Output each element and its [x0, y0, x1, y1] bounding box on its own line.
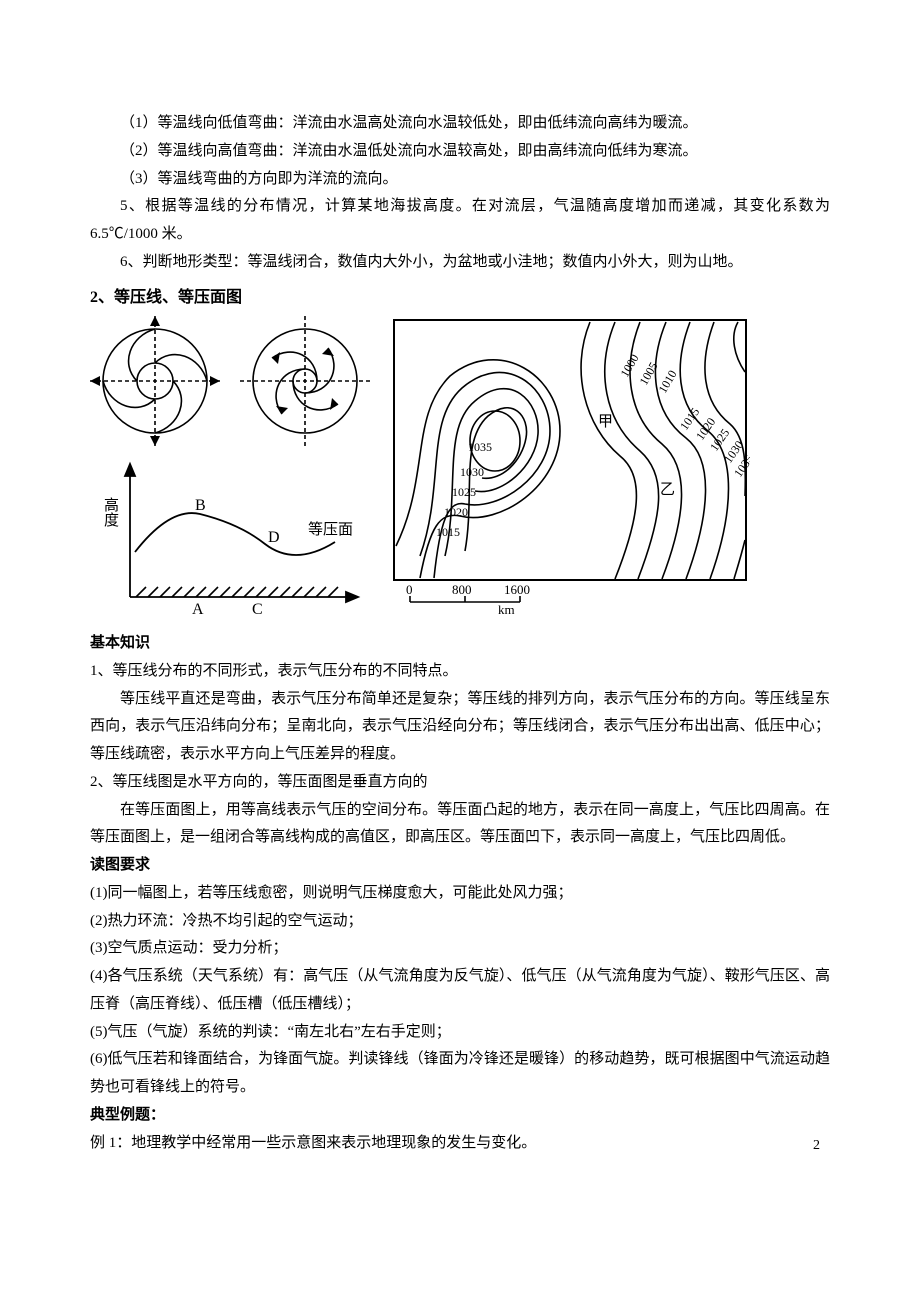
read-1: (1)同一幅图上，若等压线愈密，则说明气压梯度愈大，可能此处风力强； [90, 880, 830, 908]
para-isotherm-2: （2）等温线向高值弯曲：洋流由水温低处流向水温较高处，即由高纬流向低纬为寒流。 [90, 138, 830, 166]
point-a-label: A [192, 601, 204, 618]
iso-label: 1000 [617, 352, 641, 380]
scale-800: 800 [452, 582, 472, 597]
para-isotherm-3: （3）等温线弯曲的方向即为洋流的流向。 [90, 166, 830, 194]
iso-label: 1020 [444, 505, 468, 519]
iso-label: 1015 [436, 525, 460, 539]
basic-1: 1、等压线分布的不同形式，表示气压分布的不同特点。 [90, 658, 830, 686]
heading-isobars: 2、等压线、等压面图 [90, 283, 830, 313]
read-4: (4)各气压系统（天气系统）有：高气压（从气流角度为反气旋）、低气压（从气流角度… [90, 963, 830, 1019]
read-2: (2)热力环流：冷热不均引起的空气运动； [90, 908, 830, 936]
scale-0: 0 [406, 582, 413, 597]
read-5: (5)气压（气旋）系统的判读：“南左北右”左右手定则； [90, 1019, 830, 1047]
iso-label: 1010 [655, 368, 679, 396]
para-isotherm-5: 5、根据等温线的分布情况，计算某地海拔高度。在对流层，气温随高度增加而递减，其变… [90, 193, 830, 249]
scale-unit: km [498, 602, 515, 616]
iso-label: 1005 [636, 360, 660, 388]
isobar-contour-map: 1035 1030 1025 1020 1015 1000 1005 1010 … [390, 316, 750, 616]
diagram-row: 高度 B D 等压面 A C 1035 1030 1025 [90, 316, 830, 622]
point-d-label: D [268, 529, 280, 546]
scale-1600: 1600 [504, 582, 530, 597]
iso-label: 1030 [460, 465, 484, 479]
basic-3: 2、等压线图是水平方向的，等压面图是垂直方向的 [90, 769, 830, 797]
para-isotherm-6: 6、判断地形类型：等温线闭合，数值内大外小，为盆地或小洼地；数值内小外大，则为山… [90, 249, 830, 277]
isobaric-surface-profile: 高度 B D 等压面 A C [90, 452, 370, 622]
iso-label: 1025 [452, 485, 476, 499]
read-3: (3)空气质点运动：受力分析； [90, 935, 830, 963]
anticyclone-spiral-diagram [240, 316, 370, 446]
isobaric-surface-label: 等压面 [308, 520, 353, 538]
iso-label: 1035 [468, 440, 492, 454]
basic-4: 在等压面图上，用等高线表示气压的空间分布。等压面凸起的地方，表示在同一高度上，气… [90, 797, 830, 853]
read-6: (6)低气压若和锋面结合，为锋面气旋。判读锋线（锋面为冷锋还是暖锋）的移动趋势，… [90, 1046, 830, 1102]
point-c-label: C [252, 601, 263, 618]
point-jia-label: 甲 [598, 414, 613, 430]
example-heading: 典型例题： [90, 1102, 830, 1130]
basic-heading: 基本知识 [90, 630, 830, 658]
para-isotherm-1: （1）等温线向低值弯曲：洋流由水温高处流向水温较低处，即由低纬流向高纬为暖流。 [90, 110, 830, 138]
point-yi-label: 乙 [660, 482, 675, 498]
basic-2: 等压线平直还是弯曲，表示气压分布简单还是复杂；等压线的排列方向，表示气压分布的方… [90, 686, 830, 769]
point-b-label: B [195, 497, 206, 514]
page-number: 2 [813, 1133, 820, 1159]
example-1: 例 1：地理教学中经常用一些示意图来表示地理现象的发生与变化。 [90, 1130, 830, 1158]
axis-label-height: 高度 [102, 497, 119, 527]
read-heading: 读图要求 [90, 852, 830, 880]
cyclone-spiral-diagram [90, 316, 220, 446]
